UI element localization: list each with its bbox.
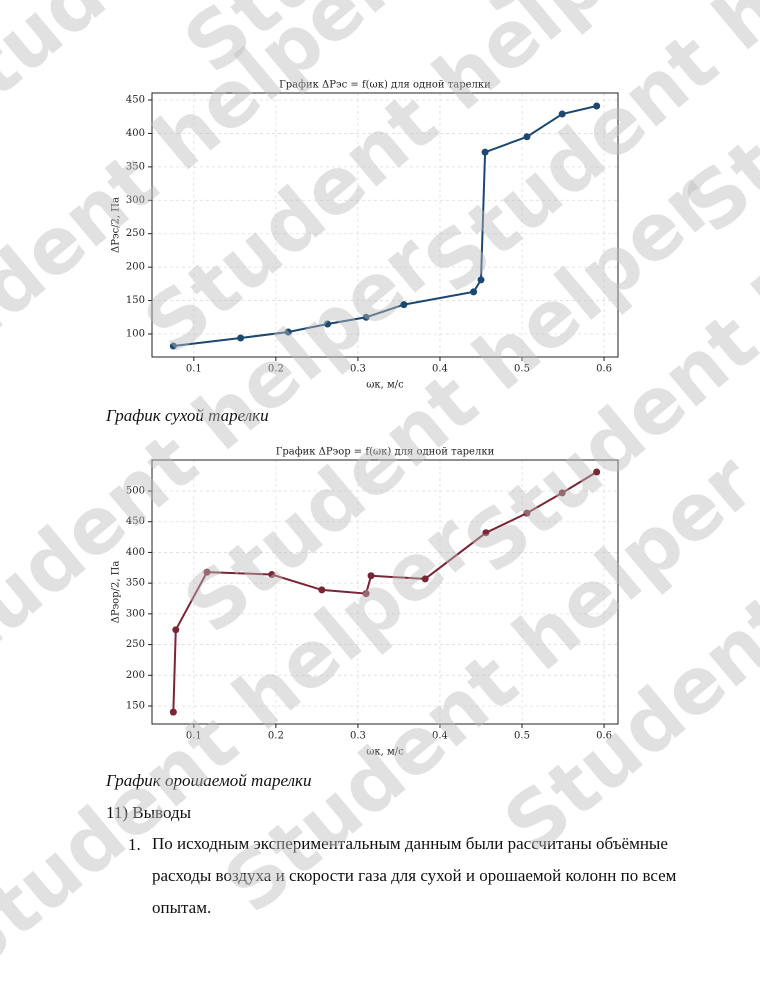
y-tick-label: 250: [126, 228, 145, 239]
chart-title: График ΔPэор = f(ωк) для одной тарелки: [276, 447, 495, 458]
caption: График орошаемой тарелки: [106, 771, 312, 790]
x-axis-label: ωк, м/с: [366, 380, 404, 391]
data-point: [558, 110, 566, 118]
data-point: [203, 568, 211, 576]
data-point: [523, 509, 531, 517]
y-tick-label: 350: [126, 161, 145, 172]
y-axis-label: ΔPэор/2, Па: [111, 561, 122, 624]
y-tick-label: 450: [126, 516, 145, 527]
section-heading: 11) Выводы: [106, 803, 192, 822]
data-point: [400, 301, 408, 309]
x-tick-label: 0.2: [268, 731, 284, 742]
data-point: [421, 575, 429, 583]
y-tick-label: 150: [126, 295, 145, 306]
data-point: [237, 334, 245, 342]
data-point: [362, 313, 370, 321]
chart-title: График ΔPэс = f(ωк) для одной тарелки: [279, 80, 491, 91]
data-point: [169, 708, 177, 716]
x-tick-label: 0.6: [596, 364, 612, 375]
data-point: [558, 489, 566, 497]
x-tick-label: 0.5: [514, 364, 530, 375]
data-point: [284, 328, 292, 336]
y-tick-label: 450: [126, 95, 145, 106]
data-point: [172, 626, 180, 634]
x-tick-label: 0.4: [432, 364, 448, 375]
data-point: [482, 529, 490, 537]
x-axis-label: ωк, м/с: [366, 747, 404, 758]
y-tick-label: 350: [126, 578, 145, 589]
data-point: [169, 342, 177, 350]
data-point: [367, 572, 375, 580]
y-tick-label: 400: [126, 547, 145, 558]
x-tick-label: 0.1: [186, 364, 202, 375]
y-tick-label: 250: [126, 639, 145, 650]
caption: График сухой тарелки: [106, 406, 269, 425]
y-tick-label: 100: [126, 329, 145, 340]
plot-frame: [151, 92, 619, 358]
y-axis-label: ΔPэс/2, Па: [111, 197, 122, 253]
x-tick-label: 0.3: [350, 364, 366, 375]
x-tick-label: 0.4: [432, 731, 448, 742]
plot-frame: [151, 459, 619, 725]
list-marker: 1.: [128, 835, 141, 854]
y-tick-label: 400: [126, 128, 145, 139]
data-point: [470, 288, 478, 296]
y-tick-label: 200: [126, 262, 145, 273]
x-tick-label: 0.3: [350, 731, 366, 742]
data-point: [318, 586, 326, 594]
data-point: [593, 468, 601, 476]
data-point: [362, 590, 370, 598]
y-tick-label: 300: [126, 608, 145, 619]
data-point: [477, 276, 485, 284]
y-tick-label: 300: [126, 195, 145, 206]
data-line: [173, 105, 597, 348]
x-tick-label: 0.5: [514, 731, 530, 742]
x-tick-label: 0.6: [596, 731, 612, 742]
y-tick-label: 150: [126, 701, 145, 712]
data-point: [268, 571, 276, 579]
data-point: [481, 148, 489, 156]
data-point: [324, 320, 332, 328]
y-tick-label: 200: [126, 670, 145, 681]
list-text: По исходным экспериментальным данным был…: [152, 834, 677, 917]
x-tick-label: 0.2: [268, 364, 284, 375]
data-point: [523, 133, 531, 141]
y-tick-label: 500: [126, 486, 145, 497]
data-point: [593, 102, 601, 110]
x-tick-label: 0.1: [186, 731, 202, 742]
data-line: [172, 471, 598, 713]
